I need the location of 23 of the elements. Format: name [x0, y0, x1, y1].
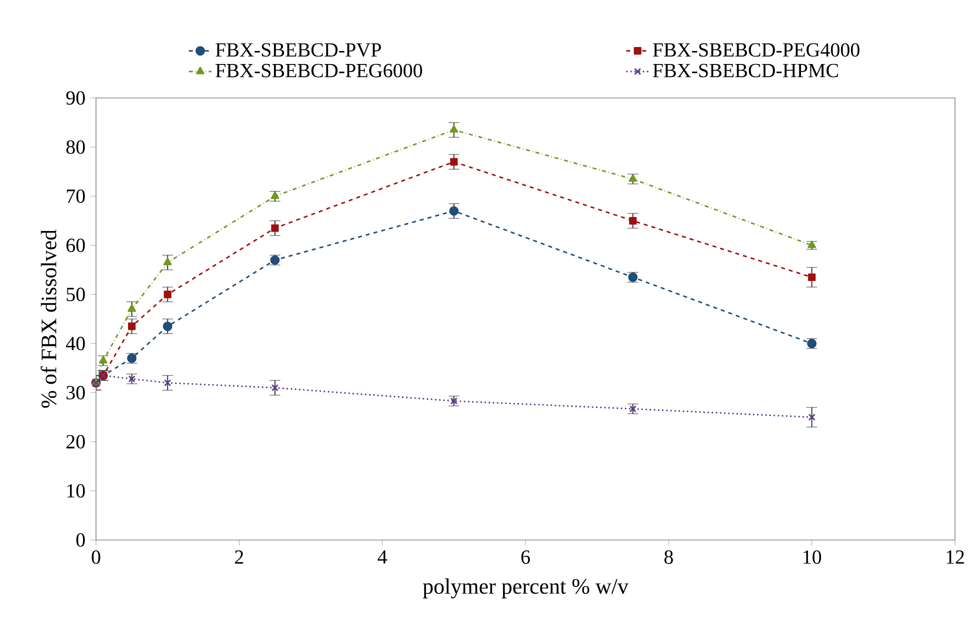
- y-tick-label: 50: [66, 288, 85, 302]
- y-tick-label: 90: [66, 91, 85, 105]
- y-tick-label: 10: [67, 484, 85, 498]
- x-tick-label: 6: [521, 550, 530, 564]
- x-tick-label: 4: [378, 550, 388, 564]
- x-tick-label: 8: [664, 550, 673, 564]
- legend-label: FBX-SBEBCD-PEG4000: [652, 43, 860, 57]
- y-tick-label: 60: [66, 238, 85, 252]
- x-tick-label: 2: [235, 550, 244, 564]
- y-tick-label: 30: [66, 386, 85, 400]
- x-axis-title: polymer percent % w/v: [422, 578, 628, 598]
- y-tick-label: 0: [76, 533, 85, 547]
- legend-label: FBX-SBEBCD-PEG6000: [216, 64, 422, 78]
- y-tick-label: 40: [66, 336, 85, 350]
- y-tick-label: 70: [66, 189, 85, 203]
- x-tick-label: 12: [946, 550, 964, 564]
- legend-label: FBX-SBEBCD-HPMC: [652, 64, 838, 78]
- x-tick-label: 10: [804, 550, 822, 564]
- x-tick-label: 0: [92, 550, 100, 564]
- y-axis-title: % of FBX dissolved: [40, 230, 56, 408]
- legend-label: FBX-SBEBCD-PVP: [216, 43, 381, 57]
- y-tick-label: 80: [66, 140, 85, 154]
- y-tick-label: 20: [66, 435, 85, 449]
